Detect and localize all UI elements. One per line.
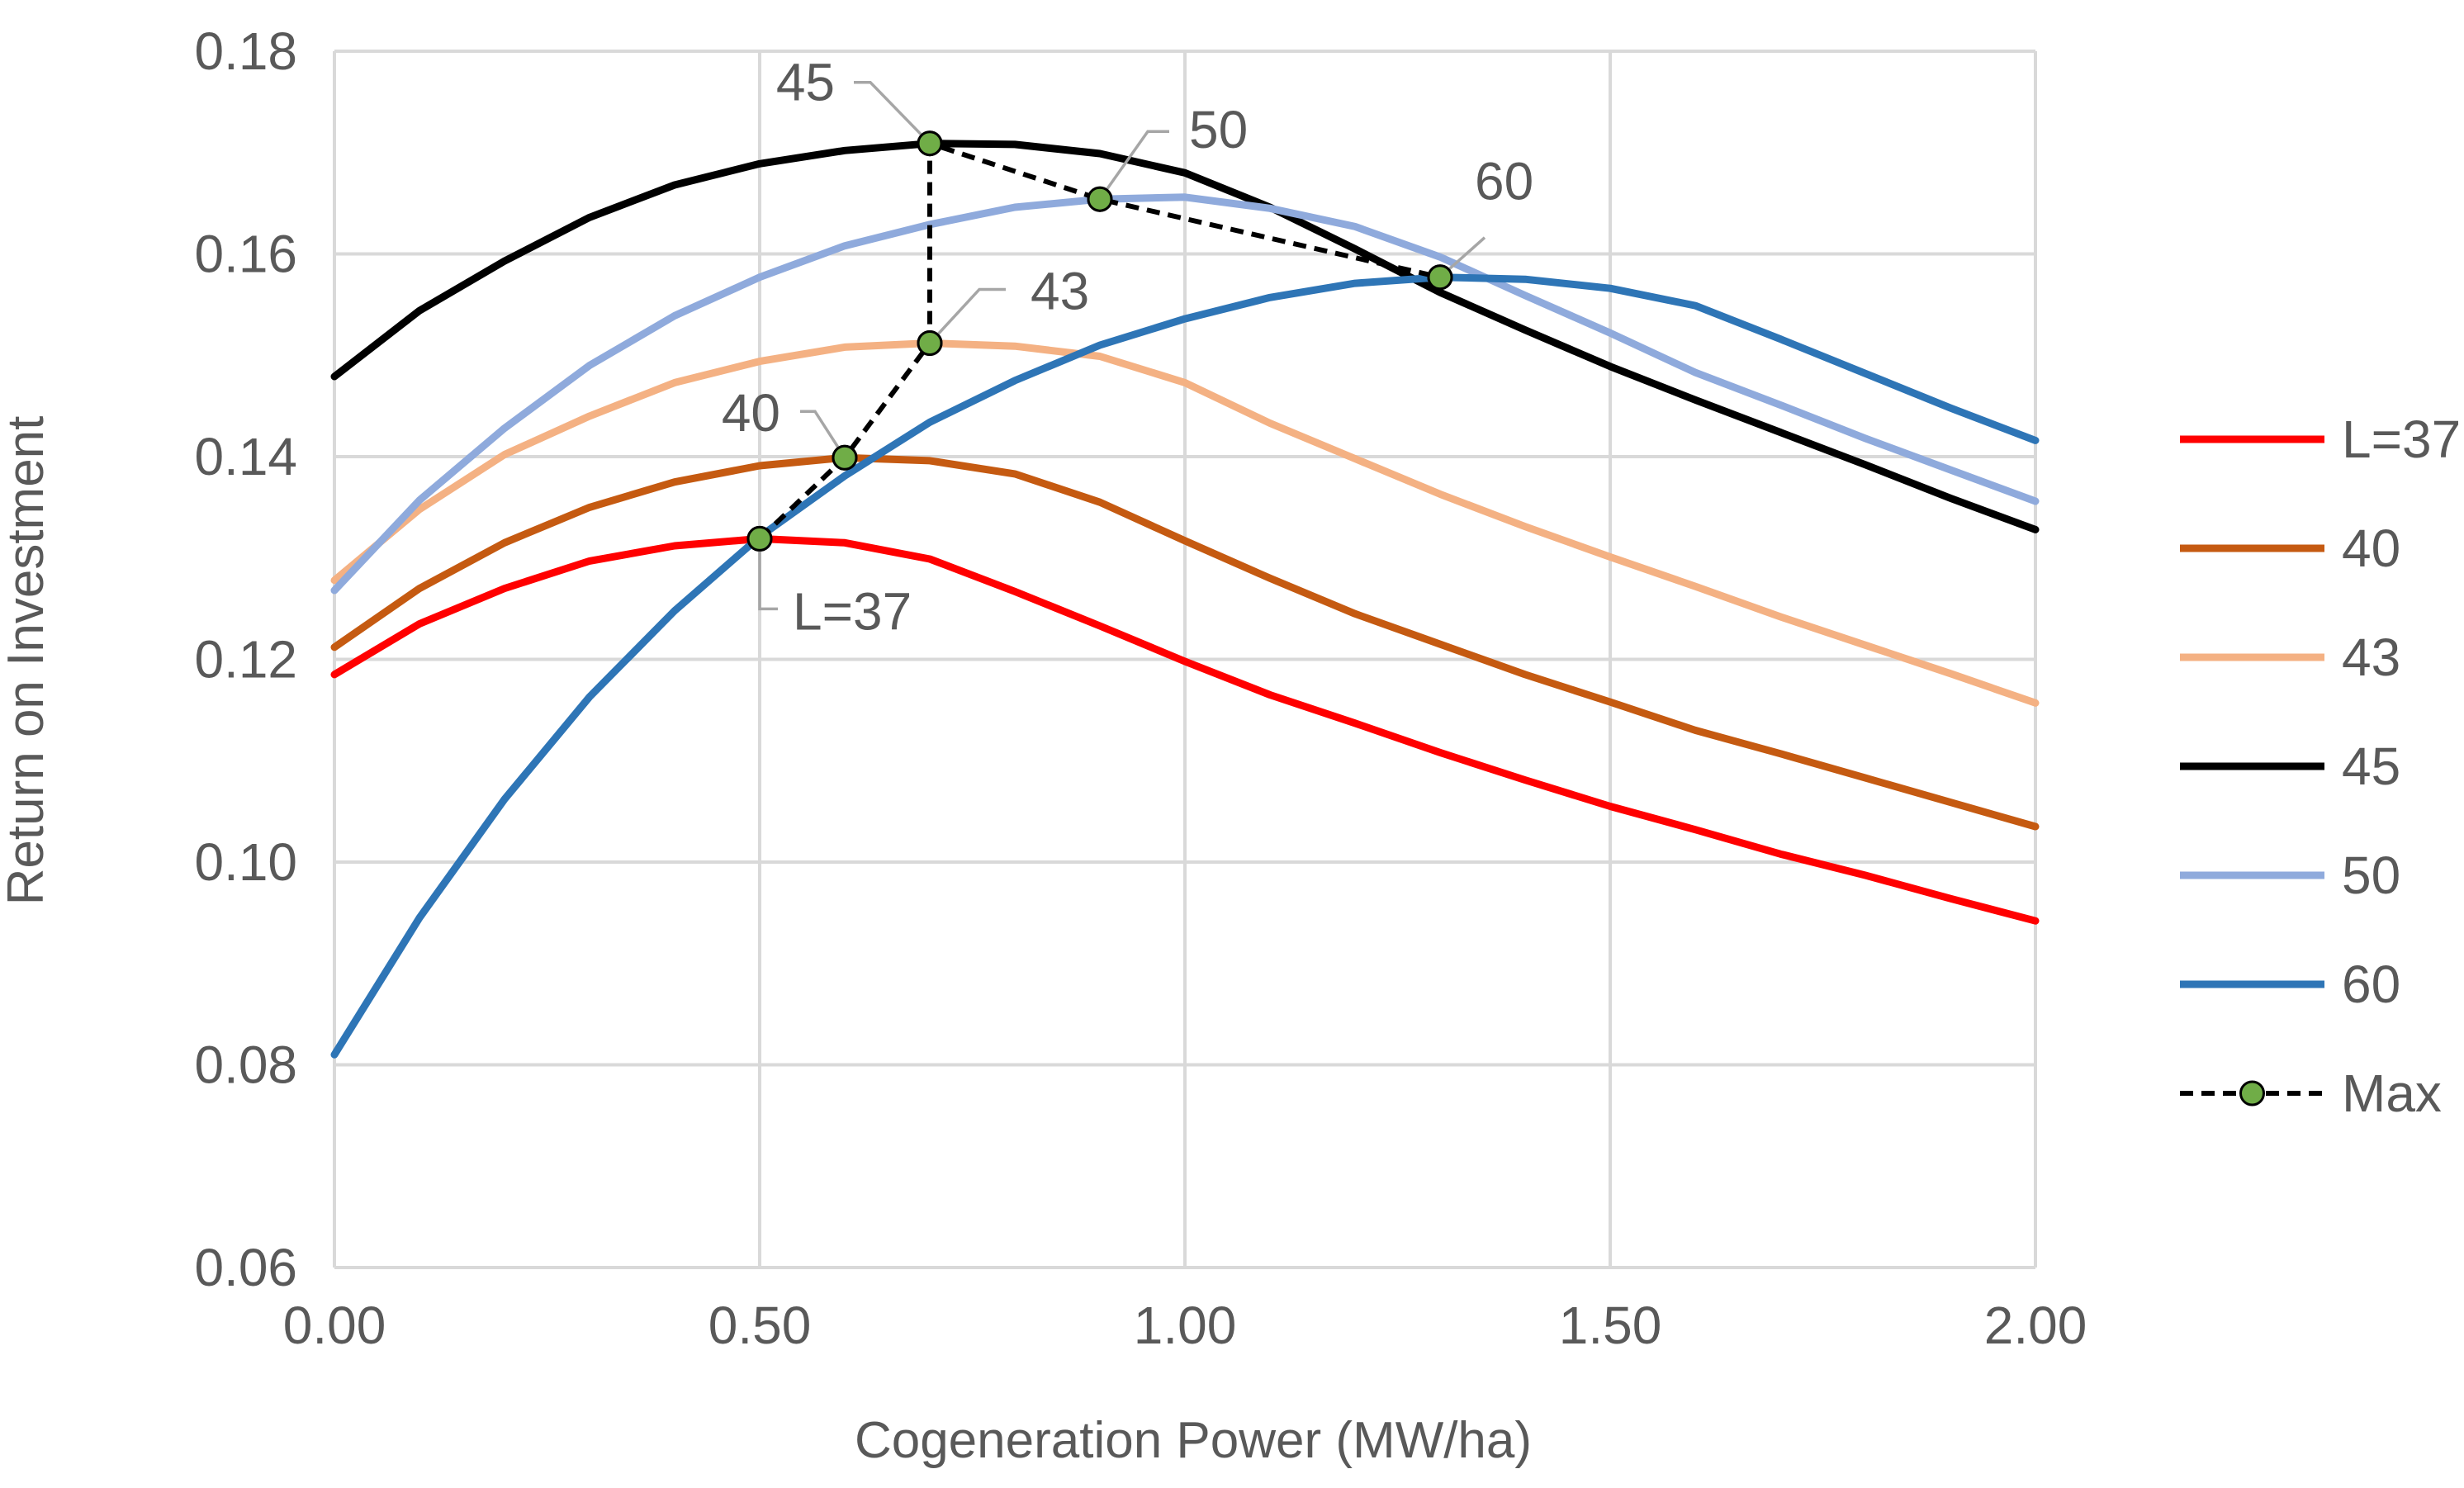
y-tick-label: 0.08 <box>194 1035 297 1095</box>
max-marker-top <box>746 525 773 552</box>
annotation-leader <box>854 80 931 145</box>
point-annotations: L=37 40 43 45 50 60 <box>722 53 1533 642</box>
annotation-leader <box>928 287 1006 344</box>
x-tick-label: 2.00 <box>1984 1296 2087 1355</box>
annotation-label: 40 <box>722 383 780 443</box>
series-line-max <box>757 140 1441 541</box>
legend-label: L=37 <box>2342 410 2461 469</box>
legend-label: 40 <box>2342 519 2400 578</box>
axes: 0.06 0.08 0.10 0.12 0.14 0.16 0.18 0.00 0.50 1.00… <box>194 21 2087 1355</box>
gridlines <box>333 50 2037 1269</box>
x-tick-label: 1.00 <box>1134 1296 1237 1355</box>
annotation-leader <box>800 410 846 459</box>
annotation-label: 45 <box>776 53 835 112</box>
y-tick-label: 0.06 <box>194 1238 297 1297</box>
max-marker-top <box>917 330 943 357</box>
y-tick-label: 0.14 <box>194 427 297 486</box>
annotation-label: 60 <box>1475 152 1533 211</box>
legend-label: 43 <box>2342 628 2400 687</box>
y-tick-label: 0.16 <box>194 225 297 284</box>
legend: L=37 40 43 45 50 60 Max <box>2180 410 2461 1123</box>
series-line-45 <box>330 140 2040 533</box>
max-marker-top <box>1087 186 1113 212</box>
annotation-leader <box>1098 130 1169 201</box>
legend-label: 45 <box>2342 737 2400 796</box>
annotation-label: L=37 <box>793 581 912 641</box>
series-line-50 <box>330 193 2040 595</box>
max-marker-top <box>1427 264 1453 291</box>
annotation-label: 43 <box>1031 262 1089 321</box>
x-tick-label: 0.50 <box>708 1296 812 1355</box>
series-lines <box>330 140 2040 1059</box>
x-tick-label: 0.00 <box>283 1296 386 1355</box>
y-tick-label: 0.12 <box>194 630 297 690</box>
series-line-l37 <box>330 534 2040 925</box>
x-axis-title: Cogeneration Power (MW/ha) <box>855 1412 1532 1469</box>
legend-label: Max <box>2342 1064 2442 1123</box>
legend-label: 60 <box>2342 955 2400 1014</box>
legend-marker-max <box>2239 1080 2265 1107</box>
annotation-leader <box>758 538 778 611</box>
x-tick-label: 1.50 <box>1559 1296 1662 1355</box>
max-marker-top <box>832 444 858 471</box>
series-line-60 <box>330 273 2040 1059</box>
y-tick-label: 0.18 <box>194 21 297 81</box>
y-axis-title: Return on Investment <box>0 416 54 906</box>
series-line-43 <box>330 339 2040 707</box>
legend-label: 50 <box>2342 846 2400 905</box>
y-tick-label: 0.10 <box>194 832 297 892</box>
max-marker-top <box>917 130 943 157</box>
series-line-40 <box>330 453 2040 831</box>
annotation-label: 50 <box>1189 100 1248 159</box>
